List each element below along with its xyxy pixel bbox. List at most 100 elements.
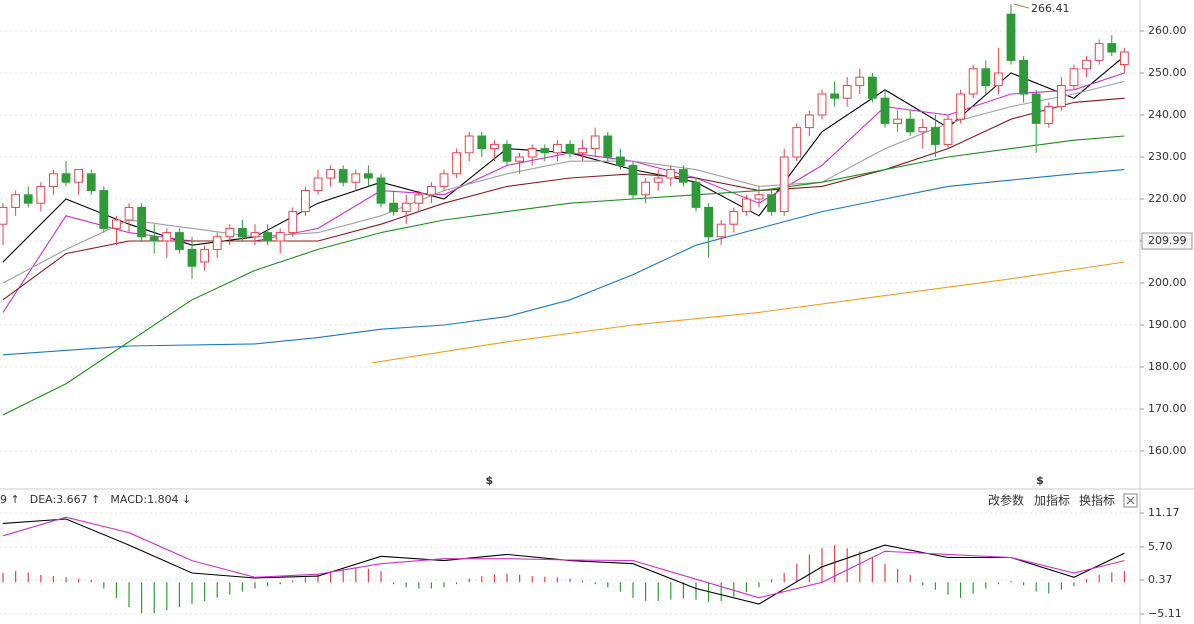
candle-body	[364, 173, 373, 179]
y-tick-label: 170.00	[1148, 402, 1187, 415]
y-tick-label: 190.00	[1148, 318, 1187, 331]
candle-body	[603, 135, 613, 158]
candle-body	[238, 227, 247, 238]
candle-body	[590, 135, 600, 150]
candle-body	[641, 181, 651, 196]
candle-body	[905, 118, 915, 133]
line	[2, 135, 1125, 416]
y-tick-label: 200.00	[1148, 276, 1187, 289]
candle-body	[968, 68, 978, 95]
y-tick-label: 5.70	[1148, 540, 1173, 553]
candle-body	[993, 72, 1003, 87]
candle-body	[1044, 106, 1054, 124]
line	[2, 518, 1125, 605]
candle-body	[351, 173, 361, 183]
candle-body	[716, 223, 726, 238]
toolbar-button[interactable]: 改参数	[988, 493, 1024, 508]
candle-body	[678, 169, 688, 183]
candle-body	[137, 206, 147, 238]
candle-body	[376, 177, 386, 204]
candle-body	[212, 236, 222, 250]
toolbar-button[interactable]: 加指标	[1034, 493, 1070, 508]
candle-body	[691, 181, 701, 208]
candle-body	[250, 232, 260, 238]
y-tick-label: 0.37	[1148, 573, 1173, 586]
candle-body	[338, 169, 348, 183]
y-tick-label: 180.00	[1148, 360, 1187, 373]
candle-body	[86, 173, 96, 192]
candle-body	[1119, 51, 1129, 66]
candle-body	[263, 232, 273, 242]
y-tick-label: 160.00	[1148, 444, 1187, 457]
candle-body	[0, 206, 8, 225]
legend-entry: 9 ↑	[0, 493, 20, 506]
candle-body	[578, 148, 588, 154]
candle-body	[527, 148, 537, 158]
candle-body	[918, 127, 928, 133]
candle-body	[99, 190, 109, 229]
candle-body	[200, 248, 210, 263]
candle-body	[389, 202, 399, 213]
candle-body	[452, 152, 462, 175]
toolbar-button[interactable]: 换指标	[1079, 493, 1115, 508]
candle-body	[628, 164, 638, 196]
candle-body	[653, 177, 663, 183]
candle-body	[1019, 59, 1028, 95]
candle-body	[1094, 43, 1104, 61]
candle-body	[313, 177, 323, 192]
candle-body	[401, 202, 411, 213]
candle-body	[1082, 59, 1091, 70]
candle-body	[74, 169, 84, 183]
close-icon	[1126, 496, 1135, 505]
candle-body	[464, 135, 474, 154]
candle-body	[1107, 43, 1117, 53]
candle-body	[439, 173, 449, 187]
candle-body	[943, 118, 953, 145]
candle-body	[49, 173, 58, 187]
line	[372, 261, 1125, 364]
candle-body	[930, 127, 940, 145]
candle-body	[729, 211, 739, 225]
candle-body	[804, 114, 814, 129]
candle-body	[23, 194, 33, 204]
candle-body	[867, 76, 877, 99]
candle-body	[767, 194, 776, 213]
y-tick-label: 11.17	[1148, 506, 1180, 519]
y-tick-label: 250.00	[1148, 66, 1187, 79]
event-marker: $	[1036, 474, 1044, 487]
candle-body	[288, 211, 298, 234]
candle-body	[36, 185, 46, 204]
candle-body	[741, 198, 751, 213]
max-label: 266.41	[1031, 2, 1070, 15]
y-tick-label: 260.00	[1148, 24, 1187, 37]
candle-body	[112, 219, 121, 229]
candle-body	[842, 85, 852, 99]
candle-body	[124, 206, 134, 221]
legend-entry: DEA:3.667 ↑	[30, 493, 101, 506]
candle-body	[1031, 93, 1041, 124]
candle-body	[893, 118, 902, 124]
candle-body	[754, 194, 764, 200]
candle-body	[149, 236, 159, 242]
candle-body	[540, 148, 550, 154]
last-price-label: 209.99	[1148, 234, 1187, 247]
last-price-box	[1141, 232, 1193, 250]
event-marker: $	[486, 474, 494, 487]
candle-body	[162, 232, 172, 242]
candle-body	[880, 97, 890, 124]
candle-body	[489, 143, 499, 150]
line	[2, 169, 1125, 356]
candle-body	[515, 156, 525, 162]
y-tick-label: 230.00	[1148, 150, 1187, 163]
candle-body	[187, 248, 197, 267]
candle-body	[855, 76, 865, 87]
candle-body	[61, 173, 71, 183]
candle-body	[666, 169, 676, 179]
candle-body	[427, 185, 436, 196]
max-arrow	[1013, 3, 1030, 9]
candle-body	[565, 143, 575, 154]
candle-body	[779, 156, 789, 213]
candle-body	[981, 68, 991, 87]
